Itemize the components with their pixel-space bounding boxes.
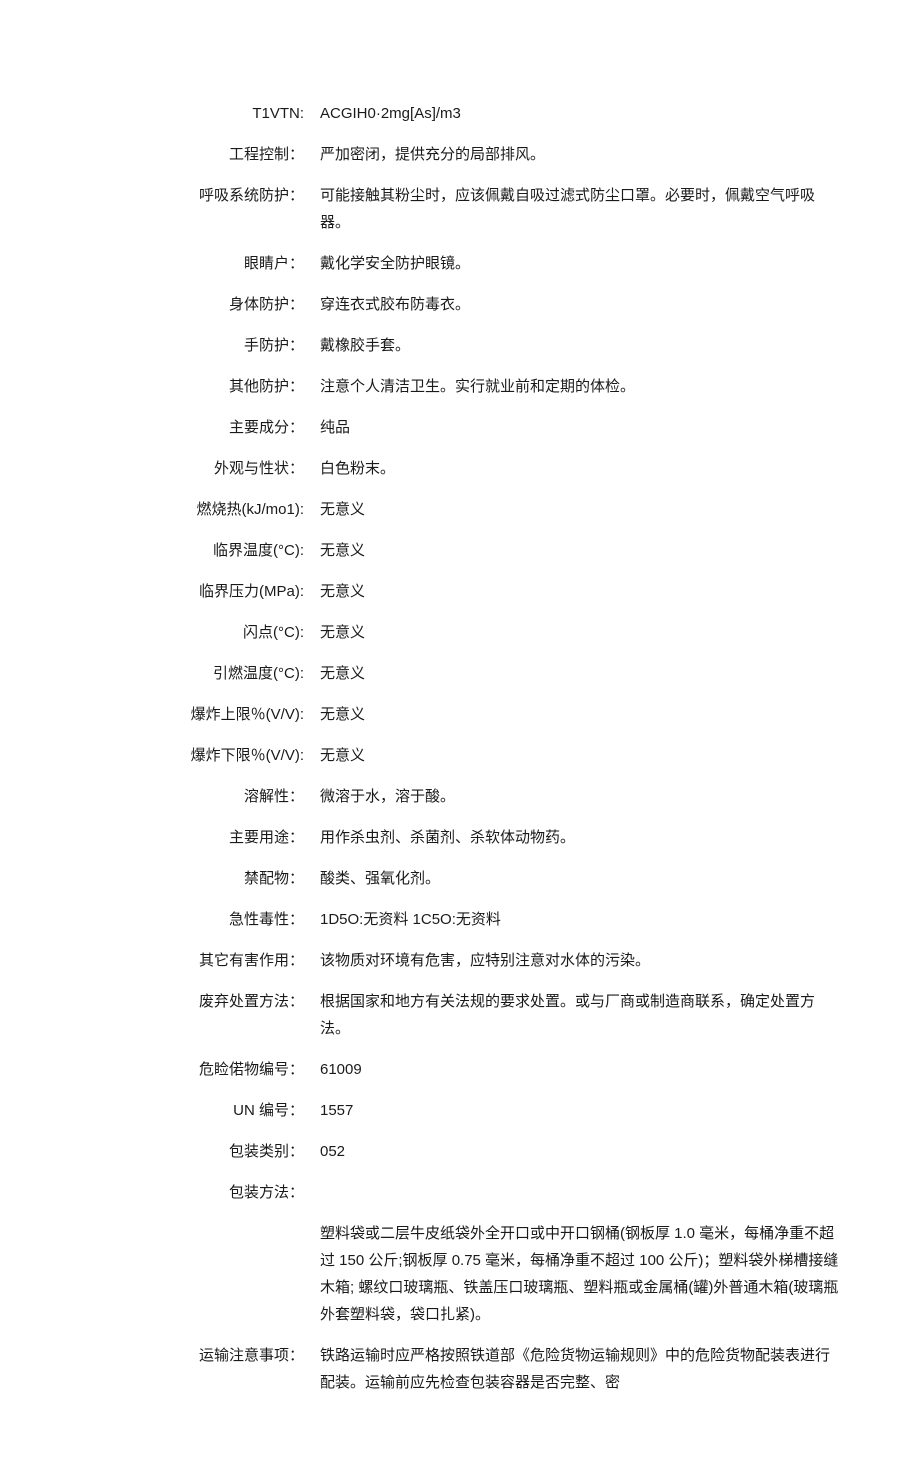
property-value: 铁路运输时应严格按照铁道部《危险货物运输规则》中的危险货物配装表进行配装。运输前… <box>320 1342 840 1396</box>
property-value: 该物质对环境有危害，应特别注意对水体的污染。 <box>320 947 840 974</box>
property-row: 主要成分：纯品 <box>80 414 840 441</box>
property-row: 主要用途：用作杀虫剂、杀菌剂、杀软体动物药。 <box>80 824 840 851</box>
property-label: 手防护： <box>80 332 320 359</box>
property-value: 1D5O:无资料 1C5O:无资料 <box>320 906 840 933</box>
property-row: 其他防护：注意个人清洁卫生。实行就业前和定期的体检。 <box>80 373 840 400</box>
property-value: 根据国家和地方有关法规的要求处置。或与厂商或制造商联系，确定处置方法。 <box>320 988 840 1042</box>
property-value: 酸类、强氧化剂。 <box>320 865 840 892</box>
property-value: 无意义 <box>320 701 840 728</box>
property-value: 无意义 <box>320 660 840 687</box>
property-label: 主要用途： <box>80 824 320 851</box>
property-value: 戴橡胶手套。 <box>320 332 840 359</box>
property-label: UN 编号： <box>80 1097 320 1124</box>
property-label: 危睑偌物编号： <box>80 1056 320 1083</box>
property-label: 燃烧热(kJ/mo1): <box>80 496 320 523</box>
property-row: 运输注意事项：铁路运输时应严格按照铁道部《危险货物运输规则》中的危险货物配装表进… <box>80 1342 840 1396</box>
property-label: 外观与性状： <box>80 455 320 482</box>
property-row: 引燃温度(°C):无意义 <box>80 660 840 687</box>
property-label: 闪点(°C): <box>80 619 320 646</box>
property-row: 临界温度(°C):无意义 <box>80 537 840 564</box>
property-value: 严加密闭，提供充分的局部排风。 <box>320 141 840 168</box>
property-value: 微溶于水，溶于酸。 <box>320 783 840 810</box>
property-value: 注意个人清洁卫生。实行就业前和定期的体检。 <box>320 373 840 400</box>
property-label: 临界压力(MPa): <box>80 578 320 605</box>
property-label: 包装类别： <box>80 1138 320 1165</box>
property-row: T1VTN:ACGIH0·2mg[As]/m3 <box>80 100 840 127</box>
property-value: ACGIH0·2mg[As]/m3 <box>320 100 840 127</box>
property-row: 包装方法： <box>80 1179 840 1206</box>
property-row: 废弃处置方法：根据国家和地方有关法规的要求处置。或与厂商或制造商联系，确定处置方… <box>80 988 840 1042</box>
property-row: 爆炸上限％(V/V):无意义 <box>80 701 840 728</box>
property-label: 禁配物： <box>80 865 320 892</box>
property-label: 溶解性： <box>80 783 320 810</box>
property-label: 废弃处置方法： <box>80 988 320 1015</box>
property-label: T1VTN: <box>80 100 320 127</box>
property-value: 塑料袋或二层牛皮纸袋外全开口或中开口钢桶(钢板厚 1.0 毫米，每桶净重不超过 … <box>320 1220 840 1328</box>
property-value: 无意义 <box>320 496 840 523</box>
property-row: 其它有害作用：该物质对环境有危害，应特别注意对水体的污染。 <box>80 947 840 974</box>
property-label: 运输注意事项： <box>80 1342 320 1369</box>
property-label: 其他防护： <box>80 373 320 400</box>
property-row: 危睑偌物编号：61009 <box>80 1056 840 1083</box>
property-row: 外观与性状：白色粉末。 <box>80 455 840 482</box>
property-value: 纯品 <box>320 414 840 441</box>
properties-table: T1VTN:ACGIH0·2mg[As]/m3工程控制：严加密闭，提供充分的局部… <box>80 100 840 1396</box>
property-row: 包装类别：052 <box>80 1138 840 1165</box>
property-row: 燃烧热(kJ/mo1):无意义 <box>80 496 840 523</box>
property-row: 手防护：戴橡胶手套。 <box>80 332 840 359</box>
property-value: 无意义 <box>320 619 840 646</box>
property-value: 无意义 <box>320 537 840 564</box>
property-value: 可能接触其粉尘时，应该佩戴自吸过滤式防尘口罩。必要时，佩戴空气呼吸器。 <box>320 182 840 236</box>
property-value: 61009 <box>320 1056 840 1083</box>
property-row: 眼睛户：戴化学安全防护眼镜。 <box>80 250 840 277</box>
property-row: 禁配物：酸类、强氧化剂。 <box>80 865 840 892</box>
property-value: 戴化学安全防护眼镜。 <box>320 250 840 277</box>
property-row: 临界压力(MPa):无意义 <box>80 578 840 605</box>
property-row: 工程控制：严加密闭，提供充分的局部排风。 <box>80 141 840 168</box>
property-label: 其它有害作用： <box>80 947 320 974</box>
property-row: 急性毒性：1D5O:无资料 1C5O:无资料 <box>80 906 840 933</box>
property-row: 身体防护：穿连衣式胶布防毒衣。 <box>80 291 840 318</box>
property-label: 爆炸下限％(V/V): <box>80 742 320 769</box>
property-row: 溶解性：微溶于水，溶于酸。 <box>80 783 840 810</box>
property-row: 爆炸下限％(V/V):无意义 <box>80 742 840 769</box>
property-row: 塑料袋或二层牛皮纸袋外全开口或中开口钢桶(钢板厚 1.0 毫米，每桶净重不超过 … <box>80 1220 840 1328</box>
property-row: 呼吸系统防护：可能接触其粉尘时，应该佩戴自吸过滤式防尘口罩。必要时，佩戴空气呼吸… <box>80 182 840 236</box>
property-label: 工程控制： <box>80 141 320 168</box>
property-value: 1557 <box>320 1097 840 1124</box>
property-label: 呼吸系统防护： <box>80 182 320 209</box>
property-label: 包装方法： <box>80 1179 320 1206</box>
property-label: 急性毒性： <box>80 906 320 933</box>
property-label: 眼睛户： <box>80 250 320 277</box>
property-value: 无意义 <box>320 742 840 769</box>
property-row: 闪点(°C):无意义 <box>80 619 840 646</box>
property-row: UN 编号：1557 <box>80 1097 840 1124</box>
property-value: 白色粉末。 <box>320 455 840 482</box>
property-label: 引燃温度(°C): <box>80 660 320 687</box>
property-label: 临界温度(°C): <box>80 537 320 564</box>
property-label: 身体防护： <box>80 291 320 318</box>
property-label: 爆炸上限％(V/V): <box>80 701 320 728</box>
property-value: 穿连衣式胶布防毒衣。 <box>320 291 840 318</box>
property-value: 用作杀虫剂、杀菌剂、杀软体动物药。 <box>320 824 840 851</box>
property-value: 052 <box>320 1138 840 1165</box>
property-value: 无意义 <box>320 578 840 605</box>
property-label: 主要成分： <box>80 414 320 441</box>
